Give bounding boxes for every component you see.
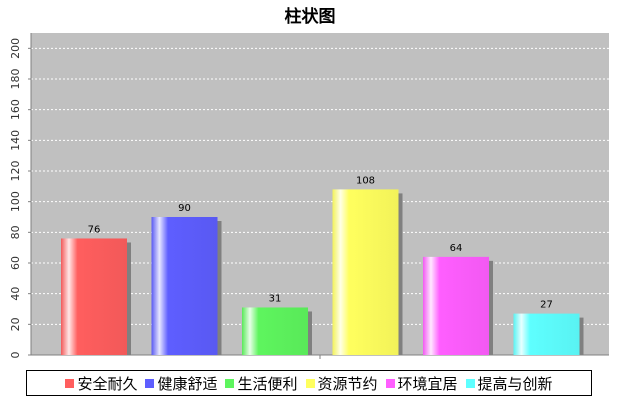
y-tick-label: 180	[9, 69, 22, 90]
y-tick-label: 160	[9, 99, 22, 120]
data-label: 27	[540, 300, 553, 311]
y-tick-label: 0	[9, 352, 22, 359]
legend-item: 健康舒适	[145, 373, 217, 394]
legend-item: 环境宜居	[385, 373, 458, 394]
data-labels: 76 90 31 108 64 27	[88, 175, 553, 310]
data-label: 90	[178, 203, 191, 214]
data-label: 108	[356, 175, 375, 186]
y-tick-label: 20	[9, 317, 22, 331]
y-tick-label: 140	[9, 130, 22, 151]
legend: 安全耐久 健康舒适 生活便利 资源节约 环境宜居 提高与创新	[26, 370, 592, 396]
legend-swatch	[465, 378, 475, 388]
y-tick-label: 80	[9, 225, 22, 239]
y-tick-label: 100	[9, 191, 22, 212]
legend-swatch	[385, 378, 395, 388]
bar	[151, 217, 218, 355]
legend-swatch	[145, 378, 155, 388]
legend-label: 健康舒适	[157, 374, 218, 393]
legend-item: 生活便利	[225, 373, 298, 394]
legend-label: 生活便利	[237, 374, 298, 393]
legend-item: 提高与创新	[465, 373, 553, 394]
legend-swatch	[225, 378, 235, 388]
data-label: 64	[450, 243, 463, 254]
y-tick-label: 120	[9, 161, 22, 182]
data-label: 31	[269, 293, 282, 304]
bar	[61, 238, 127, 355]
legend-label: 环境宜居	[397, 374, 458, 393]
bar	[423, 256, 489, 355]
legend-label: 安全耐久	[77, 374, 138, 393]
bars	[61, 189, 584, 355]
data-label: 76	[88, 224, 101, 235]
y-tick-label: 60	[9, 256, 22, 270]
y-axis: 0 20 40 60 80 100 120 140 160 180 200	[9, 33, 609, 359]
legend-item: 资源节约	[305, 373, 378, 394]
legend-item: 安全耐久	[65, 373, 137, 394]
y-tick-label: 40	[9, 287, 22, 301]
legend-label: 资源节约	[317, 374, 378, 393]
bar	[332, 189, 399, 355]
y-tick-label: 200	[9, 38, 22, 59]
chart-title: 柱状图	[284, 7, 336, 27]
bar	[513, 313, 580, 355]
legend-label: 提高与创新	[477, 374, 553, 393]
legend-swatch	[305, 378, 315, 388]
legend-swatch	[65, 378, 75, 388]
bar	[242, 307, 308, 355]
